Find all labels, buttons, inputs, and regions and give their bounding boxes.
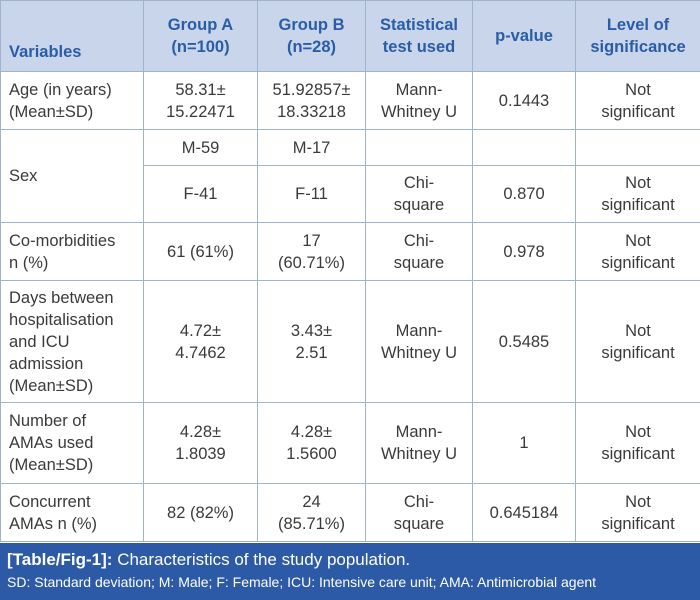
table-row-concurrent: Concurrent AMAs n (%) 82 (82%) 24 (85.71… [0, 483, 700, 542]
cell-test: Chi- square [365, 165, 473, 223]
header-significance: Level of significance [575, 0, 700, 72]
cell-empty [575, 129, 700, 166]
cell-test: Chi- square [365, 222, 473, 281]
table-row-comorbidities: Co-morbidities n (%) 61 (61%) 17 (60.71%… [0, 222, 700, 281]
caption-tag: [Table/Fig-1]: [7, 550, 113, 569]
row-label: Number of AMAs used (Mean±SD) [0, 402, 144, 484]
caption-title: Characteristics of the study population. [117, 550, 411, 569]
table-row-amas: Number of AMAs used (Mean±SD) 4.28± 1.80… [0, 402, 700, 484]
cell-significance: Not significant [575, 402, 700, 484]
row-label: Co-morbidities n (%) [0, 222, 144, 281]
cell-group-b: 17 (60.71%) [257, 222, 366, 281]
table-row-sex-male: Sex M-59 M-17 [0, 129, 700, 223]
cell-group-a: 4.28± 1.8039 [143, 402, 258, 484]
cell-test: Mann- Whitney U [365, 280, 473, 403]
cell-group-b: 3.43± 2.51 [257, 280, 366, 403]
cell-pvalue: 1 [472, 402, 576, 484]
cell-significance: Not significant [575, 280, 700, 403]
header-row: Variables Group A (n=100) Group B (n=28)… [0, 0, 700, 72]
cell-group-b: 24 (85.71%) [257, 483, 366, 542]
cell-empty [365, 129, 473, 166]
cell-pvalue: 0.645184 [472, 483, 576, 542]
row-label: Concurrent AMAs n (%) [0, 483, 144, 542]
cell-significance: Not significant [575, 71, 700, 130]
cell-significance: Not significant [575, 222, 700, 281]
table-caption: [Table/Fig-1]: Characteristics of the st… [0, 543, 700, 600]
cell-group-a: 82 (82%) [143, 483, 258, 542]
cell-test: Chi- square [365, 483, 473, 542]
header-group-a: Group A (n=100) [143, 0, 258, 72]
table-row-age: Age (in years) (Mean±SD) 58.31± 15.22471… [0, 71, 700, 130]
caption-title-line: [Table/Fig-1]: Characteristics of the st… [7, 549, 700, 571]
row-label: Age (in years) (Mean±SD) [0, 71, 144, 130]
table-row-days: Days between hospitalisation and ICU adm… [0, 280, 700, 403]
row-label: Days between hospitalisation and ICU adm… [0, 280, 144, 403]
header-test: Statistical test used [365, 0, 473, 72]
cell-group-b: 4.28± 1.5600 [257, 402, 366, 484]
study-population-table: Variables Group A (n=100) Group B (n=28)… [0, 0, 700, 542]
cell-test: Mann- Whitney U [365, 402, 473, 484]
cell-group-a: 4.72± 4.7462 [143, 280, 258, 403]
table-row-sex-female: F-41 F-11 Chi- square 0.870 Not signific… [1, 165, 700, 223]
cell-group-a: 61 (61%) [143, 222, 258, 281]
row-label: Sex [0, 129, 144, 223]
cell-significance: Not significant [575, 483, 700, 542]
cell-group-b-male: M-17 [257, 129, 366, 166]
cell-pvalue: 0.5485 [472, 280, 576, 403]
cell-empty [472, 129, 576, 166]
header-pvalue: p-value [472, 0, 576, 72]
cell-group-b: 51.92857± 18.33218 [257, 71, 366, 130]
header-group-b: Group B (n=28) [257, 0, 366, 72]
caption-footnote: SD: Standard deviation; M: Male; F: Fema… [7, 574, 597, 590]
header-variables: Variables [0, 0, 144, 72]
cell-pvalue: 0.1443 [472, 71, 576, 130]
cell-group-b-female: F-11 [257, 165, 366, 223]
cell-pvalue: 0.978 [472, 222, 576, 281]
cell-group-a-female: F-41 [143, 165, 258, 223]
cell-group-a: 58.31± 15.22471 [143, 71, 258, 130]
cell-significance: Not significant [575, 165, 700, 223]
cell-group-a-male: M-59 [143, 129, 258, 166]
cell-pvalue: 0.870 [472, 165, 576, 223]
cell-test: Mann- Whitney U [365, 71, 473, 130]
